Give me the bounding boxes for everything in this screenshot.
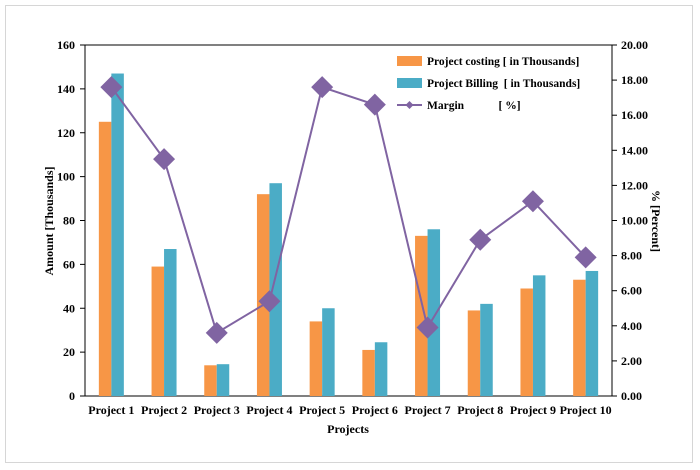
- margin-point: [153, 148, 176, 171]
- y2-tick-label: 14.00: [621, 143, 648, 157]
- y-tick-label: 100: [57, 170, 75, 184]
- y-tick-label: 140: [57, 82, 75, 96]
- y-tick-label: 80: [63, 214, 75, 228]
- bar-project-billing: [164, 249, 177, 396]
- y-tick-label: 40: [63, 301, 75, 315]
- y2-tick-label: 2.00: [621, 354, 642, 368]
- bar-project-billing: [532, 275, 546, 396]
- bar-project-costing: [98, 121, 112, 396]
- bar-project-costing: [573, 279, 586, 396]
- x-tick-label: Project 1: [88, 403, 134, 417]
- margin-point: [416, 316, 439, 339]
- bars: [98, 73, 599, 397]
- x-tick-label: Project 5: [299, 403, 345, 417]
- bar-project-billing: [216, 364, 230, 396]
- y-tick-label: 60: [63, 257, 75, 271]
- y-tick-label: 120: [57, 126, 75, 140]
- y2-tick-label: 20.00: [621, 38, 648, 52]
- y-tick-label: 20: [63, 345, 75, 359]
- y2-tick-label: 12.00: [621, 178, 648, 192]
- legend: Project costing [ in Thousands] Project B…: [397, 56, 580, 112]
- bar-project-billing: [322, 308, 335, 396]
- x-tick-label: Project 10: [560, 403, 612, 417]
- bar-project-costing: [309, 321, 323, 396]
- bar-project-billing: [585, 270, 599, 396]
- margin-point: [363, 93, 386, 116]
- y-tick-label: 160: [57, 38, 75, 52]
- legend-label: Margin [ %]: [427, 100, 521, 112]
- y2-axis-title: % [Percent]: [649, 190, 663, 252]
- x-tick-label: Project 3: [194, 403, 240, 417]
- x-tick-label: Project 2: [141, 403, 187, 417]
- margin-point: [205, 321, 228, 344]
- margin-point: [574, 246, 597, 269]
- bar-project-billing: [269, 183, 282, 396]
- margin-point: [258, 290, 281, 313]
- y2-tick-label: 10.00: [621, 214, 648, 228]
- bar-project-billing: [480, 303, 493, 396]
- y2-tick-label: 0.00: [621, 389, 642, 403]
- margin-line-path: [110, 85, 587, 335]
- legend-swatch: [397, 78, 422, 88]
- y2-tick-label: 6.00: [621, 284, 642, 298]
- bar-project-costing: [467, 310, 481, 396]
- x-tick-label: Project 4: [246, 403, 292, 417]
- legend-swatch: [397, 56, 422, 66]
- y2-axis-ticks: 0.00 2.00 4.00 6.00 8.00 10.00 12.00 14.00 16.00…: [612, 38, 648, 403]
- bar-project-costing: [520, 288, 533, 396]
- margin-line: [100, 76, 597, 344]
- margin-point: [100, 76, 123, 99]
- legend-label: Project Billing [ in Thousands]: [427, 78, 580, 90]
- y2-tick-label: 18.00: [621, 73, 648, 87]
- bar-project-billing: [111, 73, 124, 397]
- margin-point: [311, 76, 334, 99]
- x-axis-ticks: Project 1 Project 2 Project 3 Project 4 Proj…: [88, 403, 611, 417]
- bar-project-costing: [415, 235, 428, 396]
- bar-project-costing: [204, 365, 217, 396]
- bar-project-costing: [151, 266, 165, 396]
- legend-swatch-marker: [405, 101, 414, 109]
- y2-tick-label: 16.00: [621, 108, 648, 122]
- x-tick-label: Project 8: [457, 403, 503, 417]
- x-tick-label: Project 6: [352, 403, 398, 417]
- x-tick-label: Project 9: [510, 403, 556, 417]
- y2-tick-label: 4.00: [621, 319, 642, 333]
- y-axis-title: Amount [Thousands]: [42, 166, 56, 275]
- bar-project-costing: [256, 194, 270, 396]
- y-axis-ticks: 0 20 40 60 80 100 120 140 160: [57, 38, 85, 403]
- bar-project-costing: [362, 349, 375, 396]
- margin-point: [469, 228, 492, 251]
- y2-tick-label: 8.00: [621, 249, 642, 263]
- margin-point: [521, 190, 544, 213]
- bar-project-billing: [427, 229, 441, 396]
- bar-project-billing: [374, 342, 388, 396]
- y-tick-label: 0: [69, 389, 75, 403]
- x-tick-label: Project 7: [405, 403, 451, 417]
- x-axis-title: Projects: [327, 422, 369, 436]
- legend-label: Project costing [ in Thousands]: [427, 56, 579, 68]
